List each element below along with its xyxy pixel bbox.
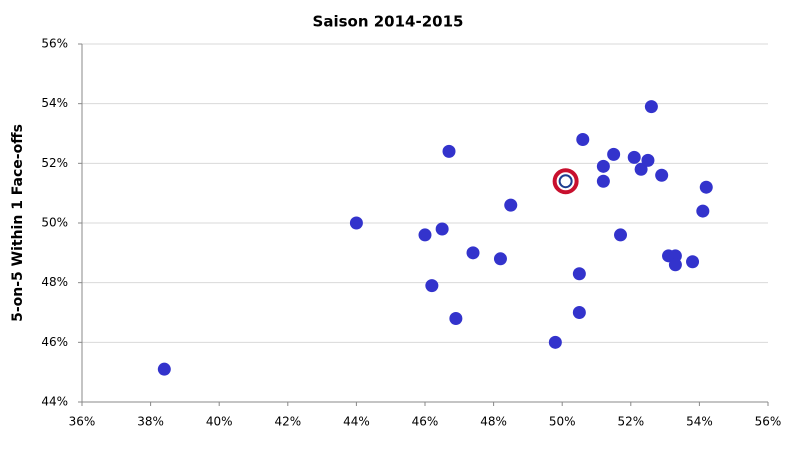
point bbox=[607, 147, 621, 161]
y-axis-label: 5-on-5 Within 1 Face-offs bbox=[10, 124, 26, 322]
point bbox=[425, 279, 439, 293]
x-tick-label: 56% bbox=[755, 415, 782, 429]
point bbox=[634, 162, 648, 176]
point bbox=[504, 198, 518, 212]
point bbox=[614, 228, 628, 242]
point bbox=[596, 174, 610, 188]
y-tick-label: 52% bbox=[41, 156, 68, 170]
point bbox=[655, 168, 669, 182]
point bbox=[493, 252, 507, 266]
point bbox=[699, 180, 713, 194]
x-tick-label: 48% bbox=[480, 415, 507, 429]
point bbox=[418, 228, 432, 242]
point bbox=[644, 100, 658, 114]
point bbox=[157, 362, 171, 376]
logo-ring bbox=[558, 174, 573, 189]
highlight-point bbox=[552, 168, 579, 195]
point bbox=[349, 216, 363, 230]
point bbox=[696, 204, 710, 218]
point bbox=[548, 335, 562, 349]
x-tick-label: 54% bbox=[686, 415, 713, 429]
y-tick-label: 46% bbox=[41, 335, 68, 349]
x-tick-label: 42% bbox=[274, 415, 301, 429]
x-tick-label: 46% bbox=[412, 415, 439, 429]
x-tick-label: 38% bbox=[137, 415, 164, 429]
point bbox=[572, 306, 586, 319]
point bbox=[596, 159, 610, 173]
point bbox=[641, 153, 655, 167]
y-tick-label: 44% bbox=[41, 395, 68, 409]
x-tick-label: 36% bbox=[69, 415, 96, 429]
chart-title: Saison 2014-2015 bbox=[313, 13, 464, 31]
point bbox=[668, 258, 682, 272]
point bbox=[627, 150, 641, 164]
y-tick-label: 56% bbox=[41, 37, 68, 51]
x-tick-label: 50% bbox=[549, 415, 576, 429]
y-tick-label: 48% bbox=[41, 275, 68, 289]
y-tick-label: 54% bbox=[41, 96, 68, 110]
x-tick-label: 44% bbox=[343, 415, 370, 429]
point bbox=[686, 255, 700, 269]
point bbox=[668, 249, 682, 263]
y-tick-label: 50% bbox=[41, 216, 68, 230]
point bbox=[449, 311, 463, 325]
point bbox=[466, 246, 480, 260]
x-tick-label: 52% bbox=[617, 415, 644, 429]
point bbox=[442, 144, 456, 158]
point bbox=[572, 267, 586, 281]
point bbox=[576, 132, 590, 146]
x-tick-label: 40% bbox=[206, 415, 233, 429]
point bbox=[435, 222, 449, 236]
